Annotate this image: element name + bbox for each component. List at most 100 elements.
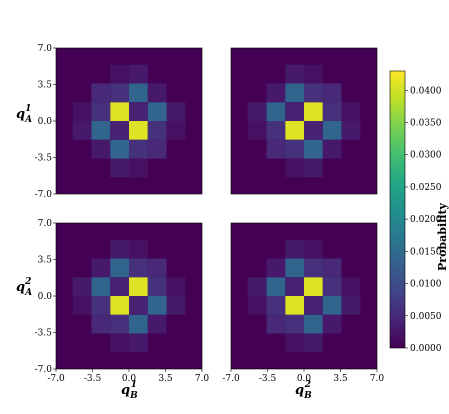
heatmap-cell [341,277,361,296]
heatmap-cell [266,139,286,159]
heatmap-panel-top-right [230,47,378,195]
heatmap-cell [266,121,286,140]
heatmap-cell [147,102,167,121]
heatmap-cell [72,121,92,140]
heatmap-cell [285,258,304,278]
heatmap-cell [91,277,111,296]
heatmap-cell [304,314,323,334]
heatmap-cell [129,83,148,103]
x-tick-label: 0.0 [297,374,312,384]
heatmap-cell [322,139,342,159]
heatmap-cell [322,258,342,278]
heatmap-cell [304,83,323,103]
heatmap-cell [129,314,148,334]
y-tick-label: 3.5 [38,81,53,91]
heatmap-cell [129,296,148,315]
heatmap-cell [285,277,304,296]
heatmap-cell [110,239,129,259]
y-tick-label: 0.0 [38,117,53,127]
colorbar-tick-label: 0.0350 [410,119,442,129]
heatmap-cell [129,158,148,178]
heatmap-cell [304,139,323,159]
heatmap-cell [110,102,129,121]
heatmap-cell [322,83,342,103]
heatmap-cell [285,158,304,178]
ylabel-qA1-sup: 1 [25,104,31,114]
heatmap-cell [304,64,323,84]
y-tick-label: 0.0 [38,292,53,302]
heatmap-cell [166,121,186,140]
colorbar-tick-label: 0.0050 [410,312,442,322]
heatmap-cell [304,333,323,353]
xlabel-qB2-sup: 2 [304,380,311,390]
colorbar-tick-label: 0.0300 [410,151,442,161]
heatmap-cell [72,296,92,315]
heatmap-cell [341,296,361,315]
heatmap-cell [304,258,323,278]
heatmap-cell [285,102,304,121]
colorbar-tick-label: 0.0000 [410,344,442,354]
colorbar-tick-label: 0.0400 [410,86,442,96]
ylabel-qA2-sup: 2 [24,277,31,287]
heatmap-cell [147,277,167,296]
heatmap-cell [322,121,342,140]
heatmap-cell [91,314,111,334]
heatmap-cell [147,258,167,278]
heatmap-cell [266,258,286,278]
y-tick-label: -3.5 [35,329,53,339]
heatmap-cell [322,102,342,121]
heatmap-cell [247,277,267,296]
ylabel-qA2: qA2 [16,277,32,298]
heatmap-cell [147,83,167,103]
x-tick-label: 3.5 [333,374,348,384]
ylabel-qA1-sub: A [24,115,32,125]
heatmap-cell [304,158,323,178]
colorbar-label: Probability [436,202,449,271]
heatmap-cell [266,277,286,296]
heatmap-cell [147,296,167,315]
heatmap-cell [110,83,129,103]
heatmap-cell [110,121,129,140]
heatmap-cell [110,333,129,353]
ylabel-qA2-sub: A [24,288,32,298]
x-tick-label: 7.0 [195,374,210,384]
colorbar-tick-label: 0.0150 [410,247,442,257]
heatmap-cell [110,258,129,278]
xlabel-qB2-sub: B [303,391,312,401]
heatmap-cell [147,314,167,334]
heatmap-cell [285,139,304,159]
heatmap-cell [322,314,342,334]
y-tick-label: -7.0 [35,190,53,200]
x-tick-label: 0.0 [122,374,137,384]
heatmap-cell [247,102,267,121]
xlabel-qB1-sup: 1 [131,380,137,390]
heatmap-cell [91,296,111,315]
heatmap-cell [266,83,286,103]
heatmap-cell [129,102,148,121]
heatmap-cell [110,296,129,315]
heatmap-panel-top-left: 7.0 3.5 0.0 -3.5 -7.0 [35,44,203,200]
heatmap-cell [304,102,323,121]
heatmap-cell [266,296,286,315]
heatmap-cell [72,102,92,121]
heatmap-panel-bottom-right: -7.0 -3.5 0.0 3.5 7.0 [222,222,384,384]
heatmap-cell [110,158,129,178]
y-tick-label: -3.5 [35,154,53,164]
xlabel-qB1-base: q [121,383,130,398]
heatmap-cell [266,102,286,121]
heatmap-cell [285,121,304,140]
heatmap-cell [129,277,148,296]
y-tick-label: 7.0 [38,219,53,229]
heatmap-cell [166,102,186,121]
heatmap-cell [285,314,304,334]
colorbar-ticks: 0.0000 0.0050 0.0100 0.0150 0.0200 0.0250 0.03… [405,86,442,354]
heatmap-cell [110,277,129,296]
heatmap-cell [147,139,167,159]
heatmap-cell [91,139,111,159]
heatmap-cell [322,277,342,296]
colorbar-gradient [389,70,406,349]
colorbar-tick-label: 0.0200 [410,215,442,225]
panel-frame [230,47,378,195]
x-tick-label: -3.5 [84,374,102,384]
